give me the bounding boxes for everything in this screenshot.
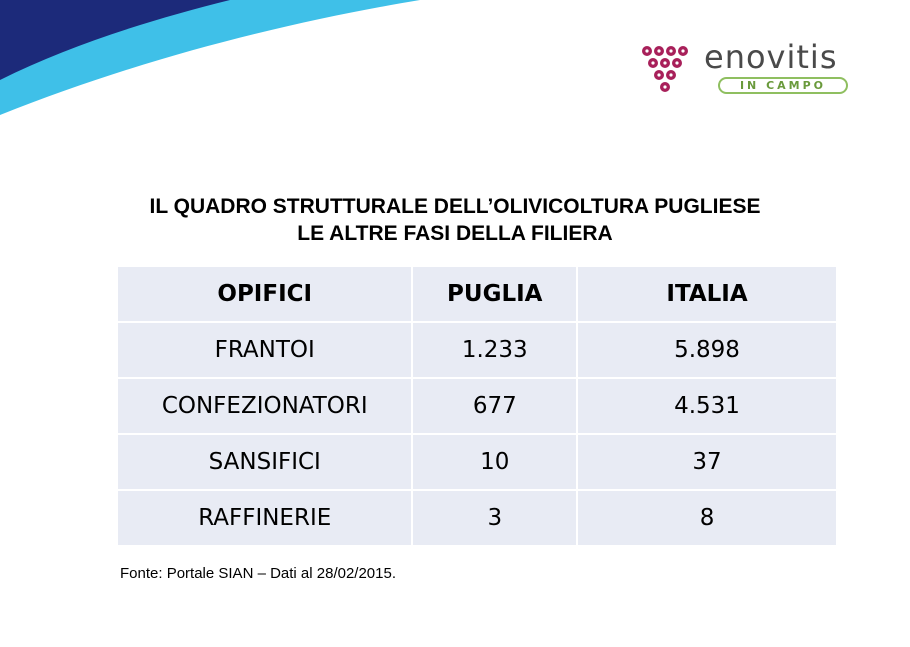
- table-cell: 10: [413, 435, 577, 489]
- logo-tagline: IN CAMPO: [718, 77, 848, 94]
- table-cell: 3: [413, 491, 577, 545]
- table-cell: CONFEZIONATORI: [118, 379, 412, 433]
- table-cell: 1.233: [413, 323, 577, 377]
- table-cell: 4.531: [578, 379, 836, 433]
- facilities-table: OPIFICI PUGLIA ITALIA FRANTOI 1.233 5.89…: [116, 265, 838, 547]
- slide-title: IL QUADRO STRUTTURALE DELL’OLIVICOLTURA …: [0, 193, 910, 247]
- enovitis-logo: enovitis IN CAMPO: [640, 38, 870, 102]
- title-line-2: LE ALTRE FASI DELLA FILIERA: [297, 222, 613, 245]
- table-cell: 8: [578, 491, 836, 545]
- table-cell: 5.898: [578, 323, 836, 377]
- table-cell: SANSIFICI: [118, 435, 412, 489]
- table-cell: 37: [578, 435, 836, 489]
- header-cell: ITALIA: [578, 267, 836, 321]
- table-header-row: OPIFICI PUGLIA ITALIA: [118, 267, 836, 321]
- table-cell: FRANTOI: [118, 323, 412, 377]
- logo-wordmark: enovitis: [704, 38, 838, 76]
- table-row: CONFEZIONATORI 677 4.531: [118, 379, 836, 433]
- header-cell: OPIFICI: [118, 267, 412, 321]
- table-cell: RAFFINERIE: [118, 491, 412, 545]
- corner-decoration: [0, 0, 420, 115]
- header-cell: PUGLIA: [413, 267, 577, 321]
- table-row: RAFFINERIE 3 8: [118, 491, 836, 545]
- source-note: Fonte: Portale SIAN – Dati al 28/02/2015…: [120, 565, 396, 582]
- table-cell: 677: [413, 379, 577, 433]
- title-line-1: IL QUADRO STRUTTURALE DELL’OLIVICOLTURA …: [149, 195, 761, 218]
- table-row: SANSIFICI 10 37: [118, 435, 836, 489]
- table-row: FRANTOI 1.233 5.898: [118, 323, 836, 377]
- grape-icon: [642, 46, 688, 92]
